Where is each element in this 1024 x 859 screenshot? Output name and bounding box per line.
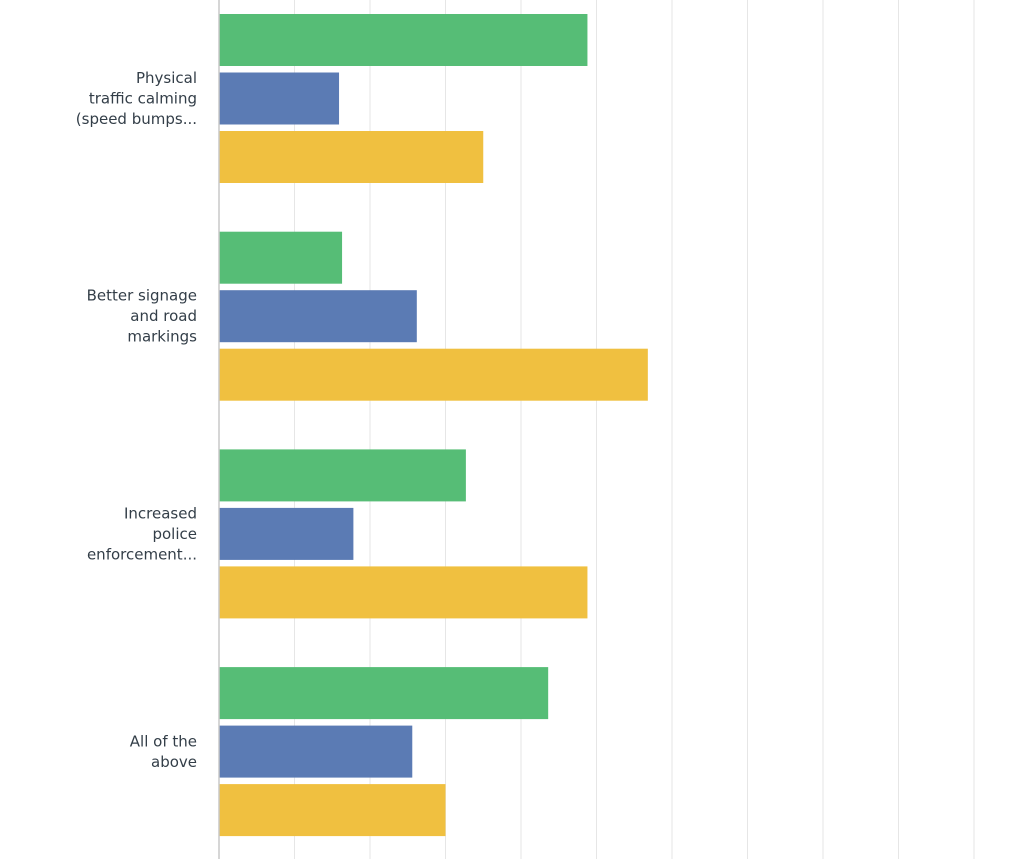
category-labels: Physical traffic calming (speed bumps... Be…	[76, 69, 197, 771]
bar	[219, 507, 354, 560]
category-label-line: above	[151, 753, 197, 771]
bar	[219, 131, 484, 183]
category-label-line: police	[152, 525, 197, 543]
bar	[219, 667, 549, 720]
bar	[219, 566, 588, 619]
category-label-line: (speed bumps...	[76, 110, 197, 128]
category-label-line: All of the	[130, 732, 197, 750]
category-label-line: traffic calming	[89, 90, 197, 108]
bar	[219, 290, 417, 343]
bar	[219, 348, 648, 401]
category-label: Increased police enforcement...	[87, 504, 197, 563]
category-label-line: Increased	[124, 504, 197, 522]
bar	[219, 725, 413, 778]
category-label: Better signage and road markings	[87, 287, 198, 346]
bars	[219, 14, 648, 837]
category-label: All of the above	[130, 732, 197, 771]
bar	[219, 449, 466, 502]
bar	[219, 784, 446, 837]
bar	[219, 72, 340, 125]
bar	[219, 231, 343, 284]
category-label-line: Better signage	[87, 287, 197, 305]
bar	[219, 14, 588, 66]
category-label: Physical traffic calming (speed bumps...	[76, 69, 197, 128]
category-label-line: enforcement...	[87, 545, 197, 563]
category-label-line: Physical	[136, 69, 197, 87]
category-label-line: markings	[127, 328, 197, 346]
category-label-line: and road	[130, 307, 197, 325]
